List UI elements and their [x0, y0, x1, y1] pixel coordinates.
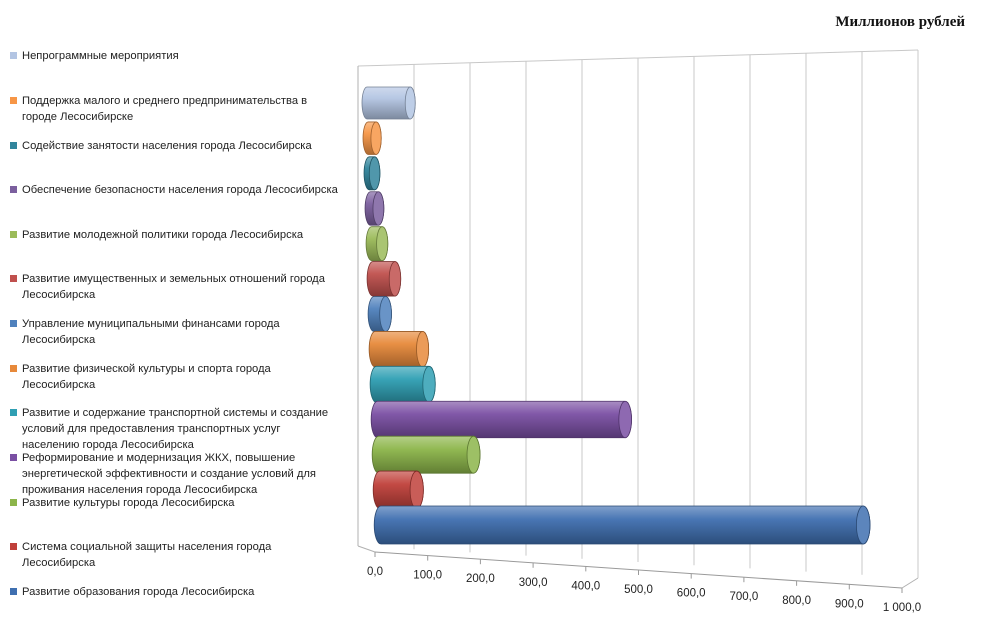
legend-item: Развитие культуры города Лесосибирска	[10, 495, 340, 511]
bar-end-cap	[388, 261, 402, 297]
legend-swatch	[10, 52, 17, 59]
x-tick-label: 300,0	[519, 577, 548, 589]
legend-item: Непрограммные мероприятия	[10, 48, 340, 64]
legend-swatch	[10, 365, 17, 372]
legend-swatch	[10, 142, 17, 149]
bar	[371, 435, 481, 474]
legend-item: Поддержка малого и среднего предпринимат…	[10, 93, 340, 125]
legend-swatch	[10, 409, 17, 416]
x-tick-label: 600,0	[677, 588, 706, 600]
floor-right-edge	[901, 577, 919, 589]
bar-end-cap	[379, 296, 392, 332]
legend-label: Развитие имущественных и земельных отнош…	[22, 273, 325, 301]
x-tick-label: 0,0	[367, 566, 383, 578]
legend-item: Реформирование и модернизация ЖКХ, повыш…	[10, 450, 340, 498]
legend-label: Развитие культуры города Лесосибирска	[22, 497, 235, 509]
legend-item: Развитие физической культуры и спорта го…	[10, 361, 340, 393]
bar-end-cap	[409, 470, 424, 509]
legend-swatch	[10, 543, 17, 550]
x-tick-label: 900,0	[835, 598, 864, 610]
legend-item: Развитие молодежной политики города Лесо…	[10, 227, 340, 243]
x-tick-label: 700,0	[730, 591, 759, 603]
legend-item: Управление муниципальными финансами горо…	[10, 316, 340, 348]
x-tick-label: 800,0	[782, 595, 811, 607]
legend-label: Развитие образования города Лесосибирска	[22, 586, 255, 598]
legend-swatch	[10, 499, 17, 506]
legend-item: Развитие и содержание транспортной систе…	[10, 405, 340, 453]
bar-end-cap	[368, 156, 381, 191]
bar-end-cap	[376, 226, 389, 262]
legend-label: Развитие молодежной политики города Лесо…	[22, 229, 304, 241]
legend-label: Развитие и содержание транспортной систе…	[22, 407, 329, 451]
legend-item: Система социальной защиты населения горо…	[10, 539, 340, 571]
legend-label: Обеспечение безопасности населения город…	[22, 184, 338, 196]
legend-label: Система социальной защиты населения горо…	[22, 541, 272, 569]
x-tick-label: 500,0	[624, 584, 653, 596]
bar-end-cap	[404, 86, 416, 120]
legend-item: Содействие занятости населения города Ле…	[10, 138, 340, 154]
legend-label: Реформирование и модернизация ЖКХ, повыш…	[22, 452, 316, 496]
x-tick-label: 1 000,0	[883, 602, 921, 614]
x-tick-label: 400,0	[571, 580, 600, 592]
legend-item: Обеспечение безопасности населения город…	[10, 182, 340, 198]
bar-end-cap	[370, 121, 382, 155]
legend-label: Управление муниципальными финансами горо…	[22, 318, 280, 346]
legend-label: Поддержка малого и среднего предпринимат…	[22, 95, 308, 123]
bar-end-cap	[422, 365, 436, 403]
bar-end-cap	[372, 191, 385, 226]
legend-label: Развитие физической культуры и спорта го…	[22, 363, 271, 391]
legend-swatch	[10, 320, 17, 327]
legend-swatch	[10, 588, 17, 595]
bar	[373, 505, 871, 545]
unit-label: Миллионов рублей	[835, 14, 965, 30]
x-tick-label: 100,0	[413, 570, 442, 582]
legend-swatch	[10, 186, 17, 193]
plot-top-edge	[357, 49, 919, 67]
legend-item: Развитие образования города Лесосибирска	[10, 584, 340, 600]
legend-label: Содействие занятости населения города Ле…	[22, 140, 312, 152]
x-tick-label: 200,0	[466, 573, 495, 585]
legend-item: Развитие имущественных и земельных отнош…	[10, 271, 340, 303]
legend-label: Непрограммные мероприятия	[22, 50, 179, 62]
bar-end-cap	[416, 331, 430, 368]
bar	[370, 400, 632, 439]
legend-swatch	[10, 231, 17, 238]
bar-end-cap	[466, 435, 481, 474]
bar-end-cap	[618, 400, 632, 439]
bar-end-cap	[856, 505, 871, 545]
legend-swatch	[10, 454, 17, 461]
floor-left-edge	[357, 545, 376, 553]
legend-swatch	[10, 275, 17, 282]
legend-swatch	[10, 97, 17, 104]
